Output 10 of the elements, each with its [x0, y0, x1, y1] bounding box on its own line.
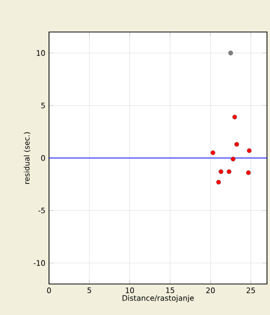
point	[246, 170, 251, 176]
point	[216, 180, 221, 184]
point	[226, 169, 232, 174]
point	[228, 50, 234, 56]
point	[230, 156, 236, 162]
point	[218, 169, 224, 174]
point	[246, 148, 252, 153]
point	[232, 114, 238, 120]
point	[210, 150, 216, 156]
point	[234, 142, 240, 147]
